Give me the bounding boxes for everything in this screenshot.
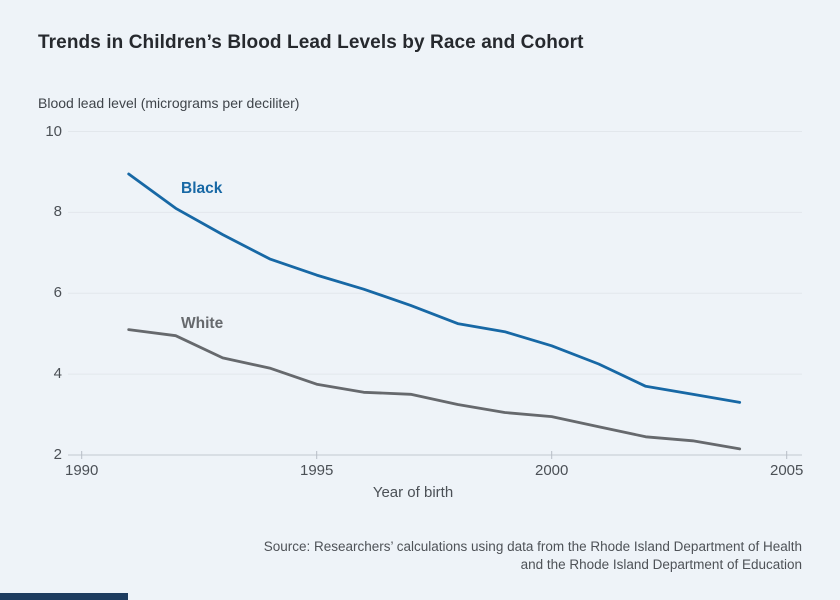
y-tick-label: 10 [45,122,62,140]
source-line-2: and the Rhode Island Department of Educa… [520,556,802,572]
brand-bar [0,593,128,600]
source-citation: Source: Researchers’ calculations using … [102,538,802,573]
series-label-black: Black [181,180,223,197]
y-tick-label: 4 [53,365,62,383]
x-tick-label: 2000 [535,462,569,479]
line-chart [68,131,802,459]
source-line-1: Source: Researchers’ calculations using … [263,539,802,554]
x-tick-label: 1990 [65,462,99,479]
series-line-white [127,328,742,451]
y-tick-label: 2 [53,446,62,463]
series-line-black [127,172,742,404]
y-tick-label: 6 [53,284,62,302]
y-axis-unit-label: Blood lead level (micrograms per decilit… [38,95,300,111]
x-axis-label: Year of birth [372,484,454,501]
x-tick-label: 1995 [300,462,334,479]
y-tick-label: 8 [53,203,62,221]
series-label-white: White [181,315,224,332]
x-tick-label: 2005 [770,462,804,479]
page-title: Trends in Children’s Blood Lead Levels b… [38,32,584,53]
